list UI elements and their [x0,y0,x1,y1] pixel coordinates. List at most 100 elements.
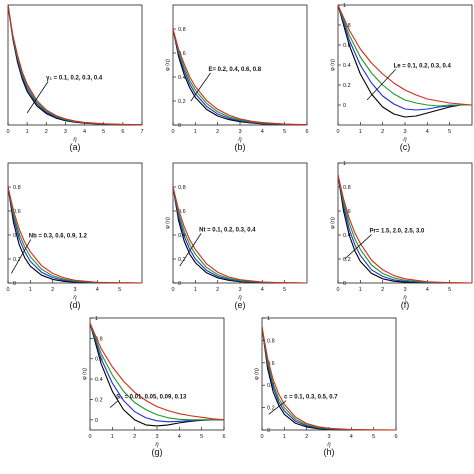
x-tick-label: 3 [155,434,158,440]
series-line-3 [89,322,224,421]
x-tick-label: 4 [261,287,264,293]
x-tick-label: 1 [111,434,114,440]
y-tick-label: 1 [267,316,270,322]
annotation-arrow [190,72,211,102]
x-axis-label: η [327,442,331,448]
x-tick-label: 3 [64,129,67,135]
annotation-label: Nt = 0.1, 0.2, 0.3, 0.4 [199,227,256,233]
y-tick-label: 1 [343,161,346,167]
y-tick-label: 0.6 [178,209,186,215]
panel-label: (g) [152,447,163,457]
y-tick-label: 0.8 [343,185,351,191]
x-axis-label: η [403,137,407,143]
x-tick-label: 6 [222,434,225,440]
series-line-3 [337,4,472,107]
plot-frame [172,4,308,126]
x-tick-label: 4 [261,129,264,135]
y-axis-label: φ (η) [330,217,336,229]
x-tick-label: 5 [448,129,451,135]
series-line-4 [7,4,143,126]
series-line-4 [337,174,473,284]
x-tick-label: 4 [426,287,429,293]
annotation-label: c = 0.1, 0.3, 0.5, 0.7 [284,395,338,401]
plot-frame [261,317,397,431]
annotation-label: Nb = 0.3, 0.6, 0.9, 1.2 [29,233,88,239]
chart-panel: 0 1 2 3 4 5 6 0 0.2 0.4 0.6 0.8 1 c = 0.1, 0.3, 0.5, … [254,316,398,457]
x-tick-label: 3 [327,434,330,440]
y-tick-label: 0.6 [343,43,351,49]
plot-frame [337,162,473,284]
y-tick-label: 0.4 [343,63,351,69]
y-axis-label: φ (η) [165,217,171,229]
y-tick-label: 0.2 [13,257,21,263]
x-tick-label: 2 [381,129,384,135]
x-tick-label: 5 [283,287,286,293]
x-tick-label: 0 [336,129,339,135]
series-line-4 [172,28,308,126]
y-tick-label: 0 [178,123,181,129]
x-tick-label: 1 [194,129,197,135]
x-axis-label: η [238,295,242,301]
y-axis-label: φ (η) [330,59,336,71]
annotation-arrow [11,239,32,274]
y-tick-label: 0.2 [95,397,103,403]
panel-label: (b) [235,142,246,152]
x-tick-label: 3 [238,287,241,293]
x-tick-label: 2 [51,287,54,293]
x-tick-label: 3 [238,129,241,135]
x-axis-label: η [155,442,159,448]
y-tick-label: 0.8 [95,336,103,342]
x-tick-label: 4 [426,129,429,135]
x-tick-label: 2 [216,287,219,293]
x-tick-label: 4 [83,129,86,135]
x-axis-label: η [73,137,77,143]
annotation-arrow [344,234,372,260]
x-tick-label: 1 [359,287,362,293]
series-line-4 [7,186,143,284]
x-tick-label: 6 [305,129,308,135]
y-tick-label: 0.8 [178,27,186,33]
x-tick-label: 2 [381,287,384,293]
panel-label: (a) [70,142,81,152]
annotation-label: E= 0.2, 0.4, 0.6, 0.8 [209,67,262,73]
x-tick-label: 3 [403,129,406,135]
x-axis-label: η [238,137,242,143]
y-tick-label: 0.4 [178,233,186,239]
series-line-1 [337,4,472,118]
y-tick-label: 0.4 [343,233,351,239]
x-tick-label: 2 [133,434,136,440]
y-tick-label: 0 [95,418,98,424]
annotation-arrow [26,81,49,114]
annotation-label: γ₁ = 0.1, 0.2, 0.3, 0.4 [46,75,103,81]
x-tick-label: 1 [283,434,286,440]
chart-panel: 0 1 2 3 4 5 6 0 0.2 0.4 0.6 0.8 1 S₂ = 0.01, 0.05, 0.… [82,316,226,457]
panel-label: (f) [401,300,410,310]
y-axis-label: φ (η) [254,368,260,380]
series-line-4 [337,4,473,106]
x-tick-label: 0 [336,287,339,293]
x-tick-label: 2 [45,129,48,135]
chart-panel: 0 1 2 3 4 5 6 0 0.2 0.4 0.6 0.8 E= 0.2, 0.4, 0.6, 0.… [165,4,309,152]
y-tick-label: 0.6 [267,361,275,367]
series-line-4 [89,322,225,421]
annotation-arrow [109,400,119,408]
x-axis-label: η [403,295,407,301]
x-tick-label: 0 [6,287,9,293]
x-tick-label: 5 [448,287,451,293]
chart-panel: 0 1 2 3 4 5 0 0.2 0.4 0.6 0.8 Nt = 0.1, 0.2, 0.3, 0… [165,162,308,310]
x-tick-label: 6 [121,129,124,135]
annotation-label: Pr= 1.5, 2.0, 2.5, 3.0 [369,229,425,235]
x-tick-label: 1 [29,287,32,293]
series-line-4 [261,326,397,431]
plot-frame [89,317,225,431]
panel-label: (h) [324,447,335,457]
annotation-arrow [366,69,396,101]
y-tick-label: 0.2 [178,99,186,105]
x-axis-label: η [73,295,77,301]
panel-label: (e) [235,300,246,310]
y-tick-label: 0.4 [178,75,186,81]
y-tick-label: 0.6 [95,357,103,363]
y-tick-label: 0.8 [13,185,21,191]
